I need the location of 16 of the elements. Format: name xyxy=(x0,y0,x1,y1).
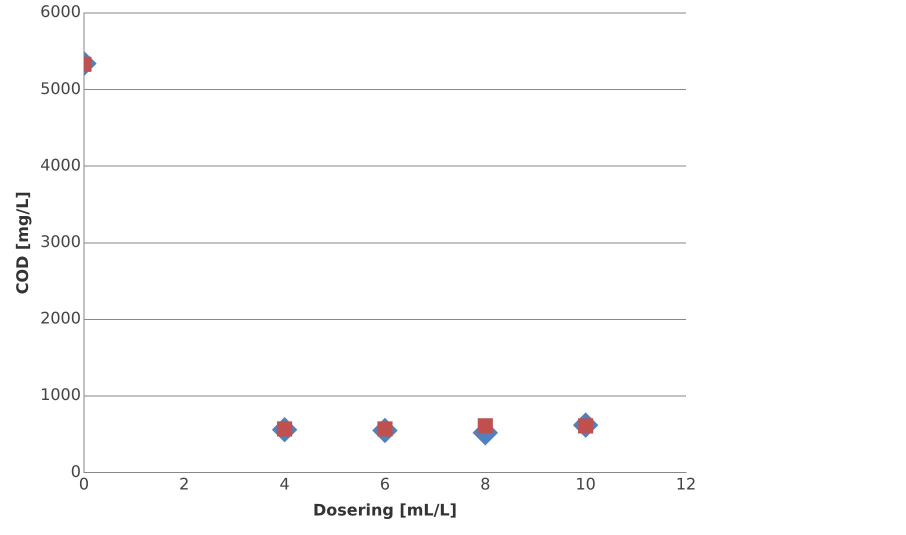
x-axis-title: Dosering [mL/L] xyxy=(312,500,457,520)
y-tick-label: 3000 xyxy=(40,232,81,251)
y-tick-label: 0 xyxy=(70,462,81,481)
x-tick-label: 10 xyxy=(575,474,596,494)
x-tick-label: 2 xyxy=(179,474,190,494)
x-tick-label: 6 xyxy=(380,474,390,494)
y-tick-label: 1000 xyxy=(40,385,81,404)
point xyxy=(478,418,493,434)
y-tick-label: 6000 xyxy=(40,2,81,22)
x-tick-label: 12 xyxy=(676,474,696,494)
x-tick-label: 4 xyxy=(280,474,290,494)
x-tick-label: 8 xyxy=(480,474,490,494)
y-tick-label: 2000 xyxy=(40,308,81,328)
y-tick-label: 5000 xyxy=(40,78,81,98)
y-tick-label: 4000 xyxy=(40,155,81,174)
y-axis-title: COD [mg/L] xyxy=(12,191,32,294)
